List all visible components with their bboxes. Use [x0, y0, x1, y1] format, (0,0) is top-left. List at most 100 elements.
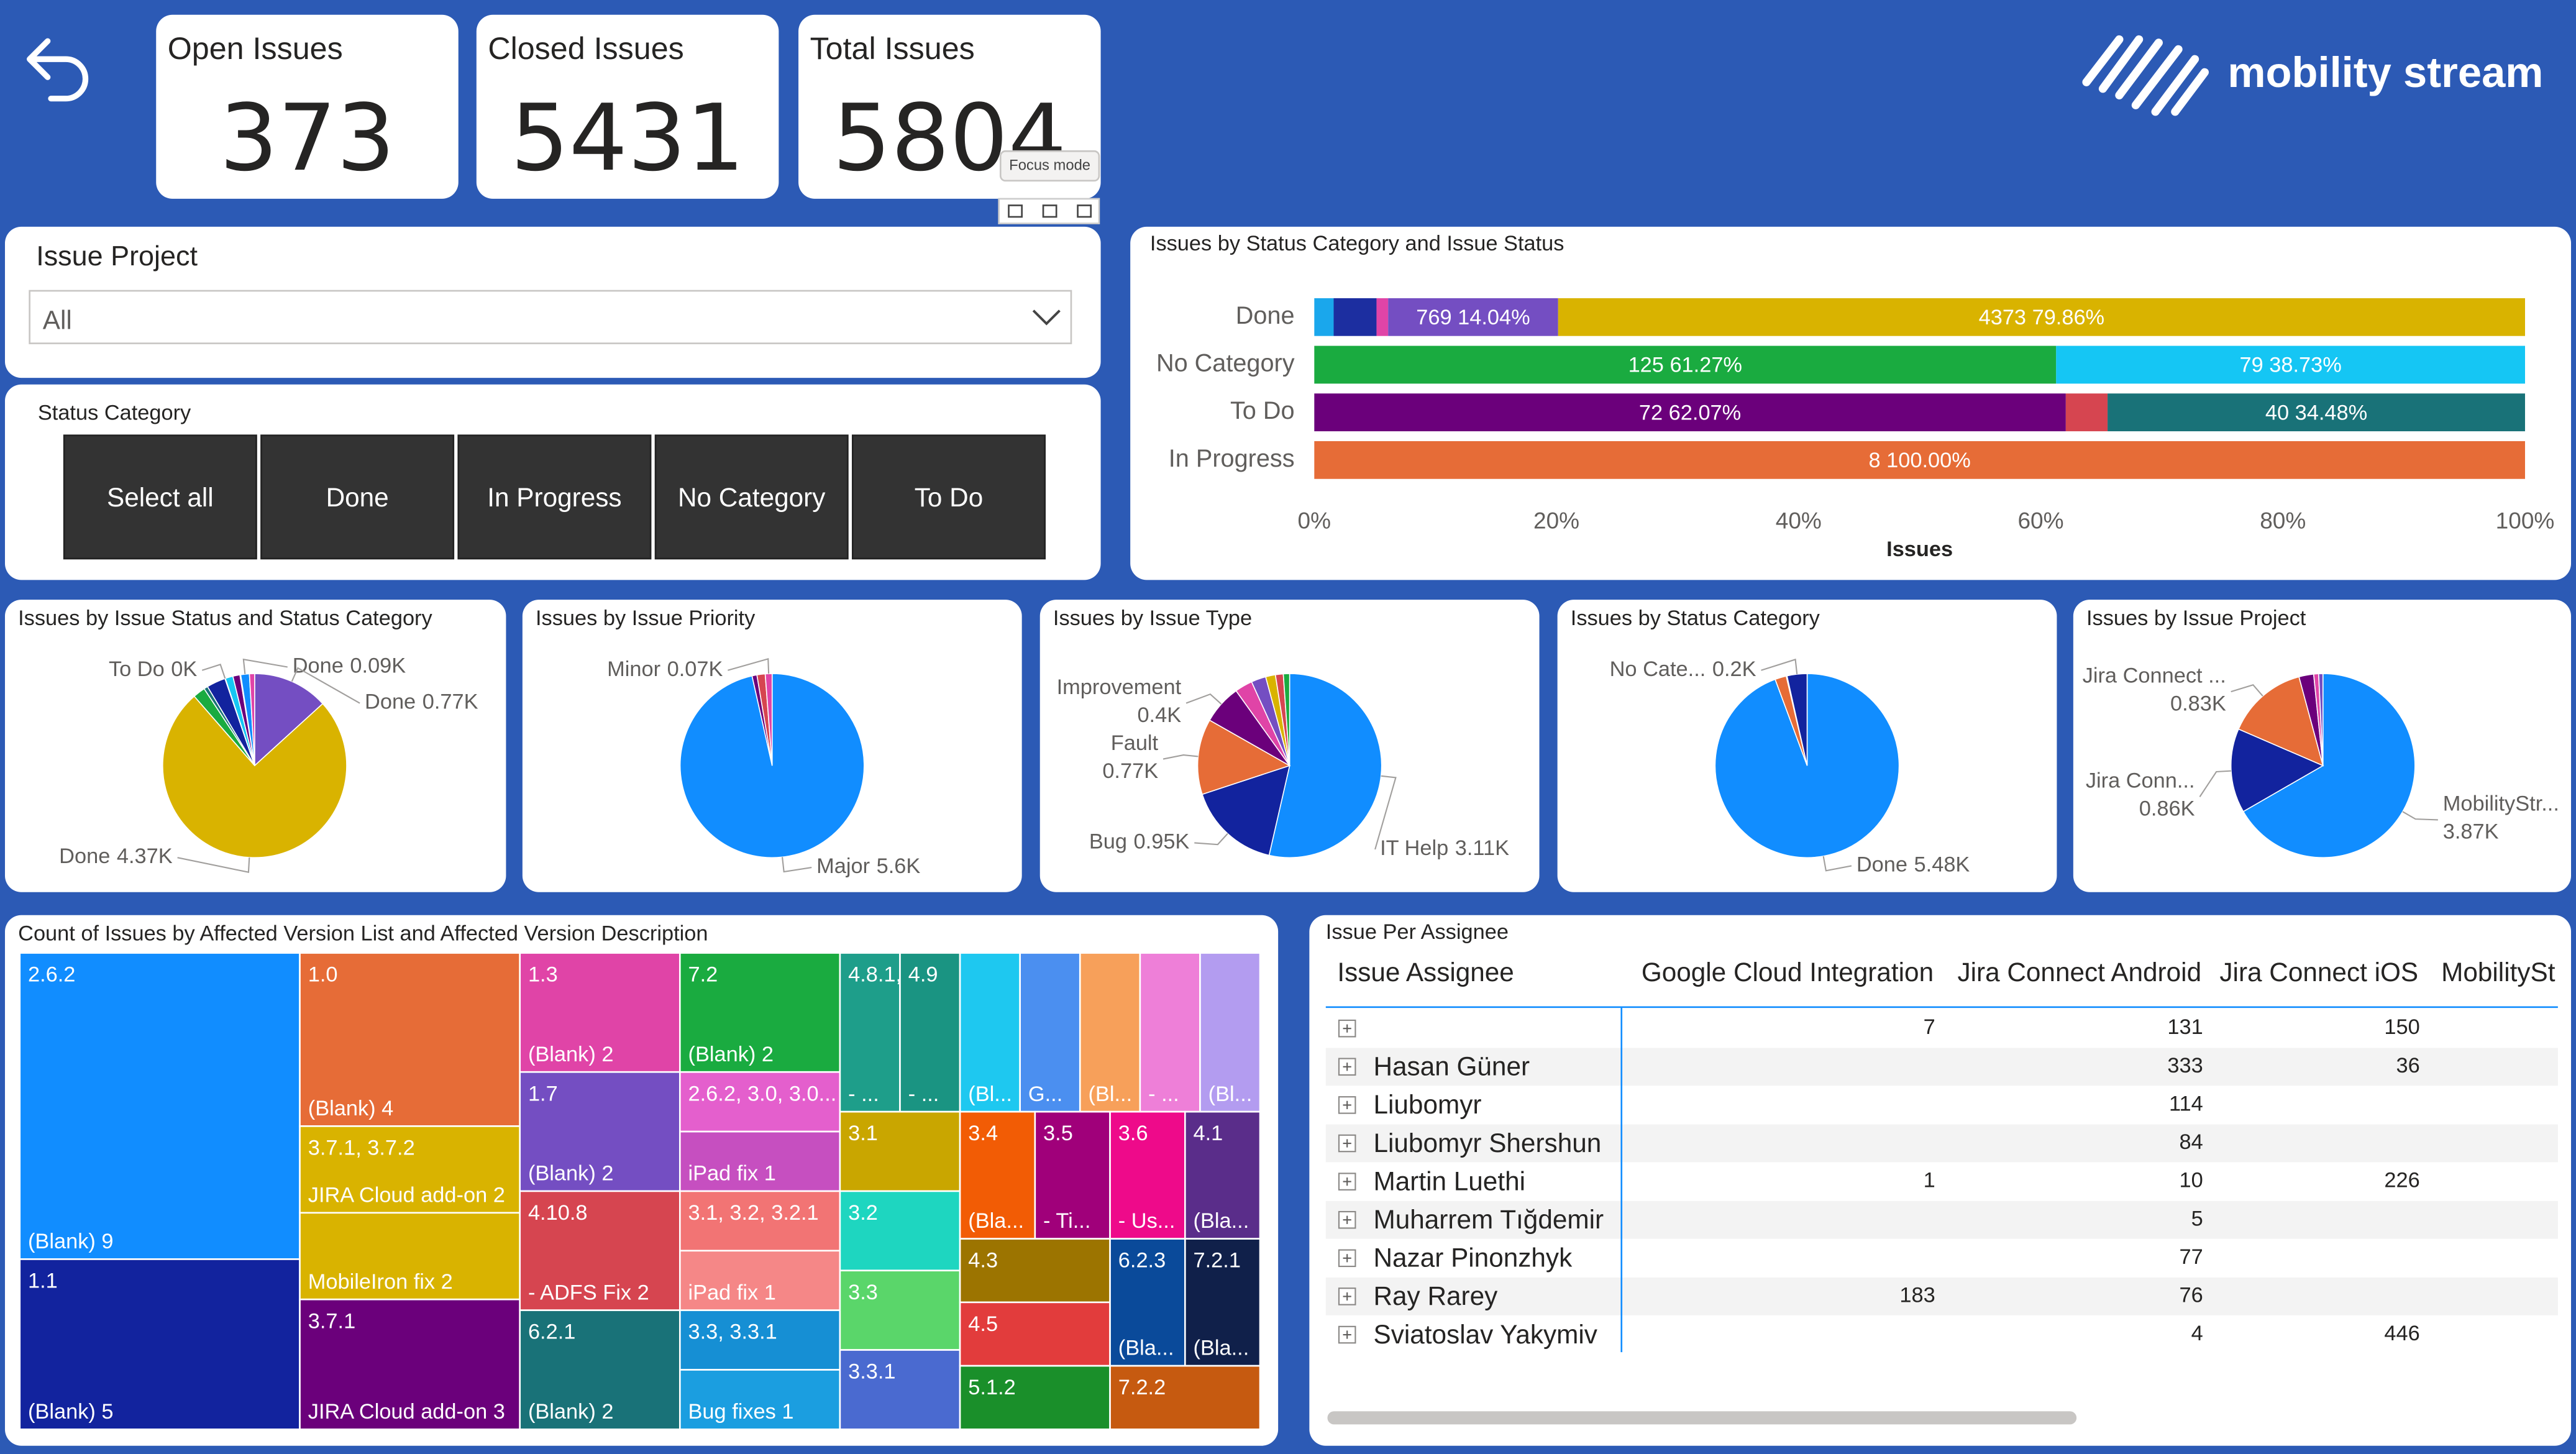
back-button[interactable] [27, 38, 89, 102]
slice-category: Done [293, 654, 344, 678]
slicer-button-label[interactable]: Select all [107, 483, 214, 512]
treemap-tile [1019, 952, 1081, 1113]
leader-line [177, 857, 250, 873]
column-header: Jira Connect Android [1957, 958, 2201, 987]
row-header: Hasan Güner [1373, 1052, 1530, 1081]
table-cell: 131 [2167, 1015, 2203, 1039]
tile-group: 3.1 [848, 1122, 878, 1145]
header-icon[interactable] [1008, 204, 1023, 218]
slice-category: Jira Conn... [2086, 769, 2195, 793]
table-cell: 226 [2384, 1169, 2419, 1192]
x-tick-label: 60% [2017, 508, 2063, 534]
slice-label: 0K [171, 657, 197, 681]
slice-label: 4.37K [117, 844, 173, 868]
expand-plus [1343, 1139, 1351, 1148]
bar-segment [1558, 298, 2525, 336]
leader-line [1185, 693, 1222, 705]
treemap-tile [678, 1250, 841, 1311]
card-title: Open Issues [168, 31, 343, 66]
table-cell: 84 [2180, 1130, 2203, 1154]
tile-label: (Blank) 2 [528, 1043, 614, 1066]
slicer-button[interactable] [457, 434, 652, 560]
treemap-tile [678, 1190, 841, 1252]
slice-category: MobilityStr... [2443, 792, 2559, 816]
tile-group: 1.0 [308, 963, 338, 987]
leader-line [291, 667, 360, 704]
treemap-tile [839, 1269, 961, 1351]
logo-mark [2082, 35, 2209, 116]
tile-label: JIRA Cloud add-on 2 [308, 1183, 505, 1207]
data-label: 8 100.00% [1868, 449, 1970, 472]
slice-label: 5.48K [1914, 853, 1970, 877]
pie-slice [2318, 673, 2324, 766]
tile-label: (Blank) 4 [308, 1097, 394, 1120]
slice-category: Jira Connect ... [2083, 664, 2226, 687]
header-icon[interactable] [1042, 204, 1057, 218]
slice-category: Improvement [1057, 675, 1182, 699]
table-cell: 114 [2169, 1092, 2203, 1115]
pie-slice [2237, 676, 2324, 767]
slicer-button[interactable] [852, 434, 1046, 560]
bar-segment [1376, 298, 1389, 336]
leader-line [201, 664, 226, 679]
tile-group: 4.3 [968, 1249, 998, 1273]
slice-label: 3.11K [1455, 836, 1509, 860]
tile-label: JIRA Cloud add-on 3 [308, 1400, 505, 1424]
tile-label: Bug fixes 1 [688, 1400, 794, 1424]
slicer-button-label[interactable]: No Category [678, 483, 826, 512]
pie-slice [1714, 673, 1900, 858]
bar-segment [1314, 345, 2057, 384]
slicer-button-label[interactable]: Done [326, 483, 389, 512]
expand-plus [1343, 1330, 1351, 1339]
slicer-button[interactable] [260, 434, 455, 560]
data-label: 769 14.04% [1416, 306, 1530, 329]
card-title: Total Issues [810, 31, 975, 66]
table-cell: 183 [1899, 1284, 1935, 1307]
tile-group: 1.3 [528, 963, 558, 987]
bar-segment [1314, 441, 2525, 479]
slice-category: To Do [109, 657, 165, 681]
x-tick-label: 20% [1533, 508, 1579, 534]
scrollbar[interactable] [1327, 1411, 2077, 1425]
header-icon[interactable] [1077, 204, 1092, 218]
tile-group: 3.3, 3.3.1 [688, 1320, 777, 1344]
slicer-button[interactable] [654, 434, 849, 560]
slicer-title: Issue Project [36, 240, 198, 272]
slice-category: Done [1857, 853, 1907, 877]
slice-label: 0.83K [2170, 692, 2226, 715]
x-tick-label: 100% [2496, 508, 2555, 534]
data-label: 72 62.07% [1639, 401, 1741, 424]
pie-slice [1201, 764, 1290, 856]
treemap-tile [1199, 952, 1261, 1113]
tile-label: (Blank) 5 [28, 1400, 114, 1424]
treemap-tile [959, 1365, 1111, 1430]
tile-label: - ADFS Fix 2 [528, 1281, 649, 1304]
y-tick-label: No Category [1156, 349, 1295, 377]
tile-label: (Bl... [1208, 1082, 1253, 1106]
tile-group: 3.4 [968, 1122, 998, 1145]
bar-segment [1333, 298, 1377, 336]
slicer-button[interactable] [63, 434, 257, 560]
expand-icon[interactable] [1338, 1325, 1356, 1344]
chart-title: Issues by Issue Type [1053, 606, 1252, 630]
dropdown[interactable] [29, 290, 1072, 344]
leader-line [728, 658, 770, 674]
bar-segment [2065, 393, 2108, 432]
treemap-tile [1139, 952, 1201, 1113]
treemap-tile [839, 1110, 961, 1192]
slicer-button-label[interactable]: In Progress [487, 483, 621, 512]
bar-segment [2056, 345, 2525, 384]
row-band [1325, 1278, 2558, 1315]
leader-line [1162, 754, 1199, 760]
tile-group: 3.5 [1043, 1122, 1073, 1145]
expand-plus [1343, 1177, 1351, 1186]
treemap-tile [839, 952, 901, 1113]
table-cell: 36 [2396, 1054, 2420, 1077]
panel [156, 14, 459, 199]
expand-icon[interactable] [1338, 1019, 1356, 1038]
slice-category: Bug [1089, 830, 1127, 853]
leader-line [2402, 811, 2438, 821]
tile-group: 2.6.2, 3.0, 3.0... [688, 1082, 837, 1105]
slicer-button-label[interactable]: To Do [915, 483, 984, 512]
